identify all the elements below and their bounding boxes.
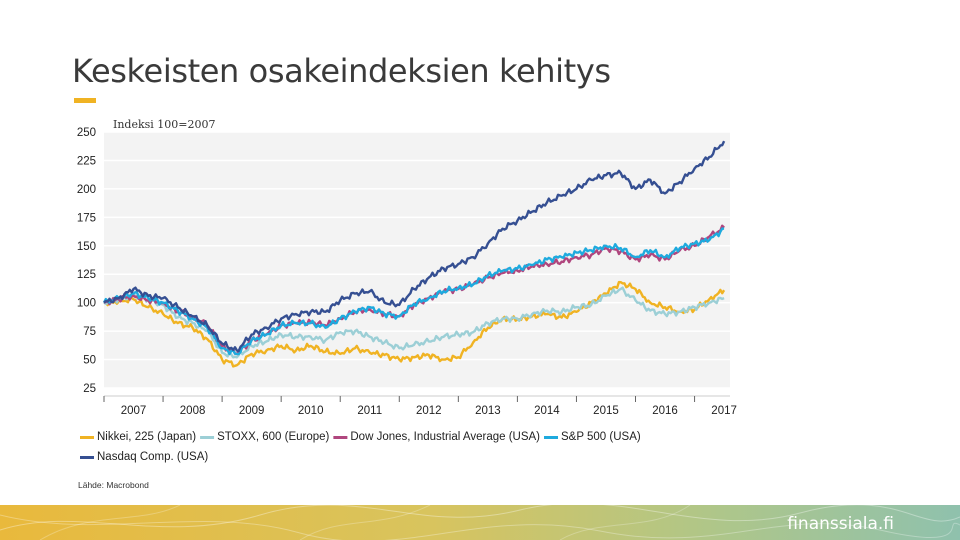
y-tick-label: 250 xyxy=(77,127,96,139)
plot-area-background xyxy=(104,132,730,388)
legend-swatch xyxy=(80,436,94,439)
legend-label: Nikkei, 225 (Japan) xyxy=(97,431,196,443)
x-tick-label: 2017 xyxy=(711,405,737,417)
y-tick-label: 75 xyxy=(83,326,96,338)
legend-swatch xyxy=(80,456,94,459)
x-tick-label: 2016 xyxy=(652,405,678,417)
index-note: Indeksi 100=2007 xyxy=(113,118,216,131)
legend-label: Nasdaq Comp. (USA) xyxy=(97,451,208,463)
x-tick-label: 2007 xyxy=(121,405,147,417)
source-label: Lähde: Macrobond xyxy=(78,480,149,490)
y-tick-label: 175 xyxy=(77,212,96,224)
legend-swatch xyxy=(200,436,215,439)
legend-label: STOXX, 600 (Europe) xyxy=(217,431,329,443)
legend-swatch xyxy=(544,436,559,439)
legend-label: S&P 500 (USA) xyxy=(561,431,641,443)
legend: Nikkei, 225 (Japan) STOXX, 600 (Europe) Do… xyxy=(80,431,641,463)
footer-decoration xyxy=(0,505,960,540)
footer-band xyxy=(0,505,960,540)
y-tick-label: 225 xyxy=(77,155,96,167)
title-accent-bar xyxy=(74,98,96,103)
y-tick-label: 25 xyxy=(83,383,96,395)
slide-title: Keskeisten osakeindeksien kehitys xyxy=(72,52,611,90)
series-lines xyxy=(102,140,726,368)
series-line xyxy=(103,140,726,353)
y-tick-label: 150 xyxy=(77,241,96,253)
x-tick-label: 2011 xyxy=(357,405,382,417)
x-axis: 2007 2008 2009 2010 2011 2012 2013 2014 2015 2016… xyxy=(103,395,737,417)
x-tick-label: 2012 xyxy=(416,405,442,417)
x-tick-label: 2013 xyxy=(475,405,501,417)
x-tick-label: 2010 xyxy=(298,405,324,417)
legend-label: Dow Jones, Industrial Average (USA) xyxy=(350,431,540,443)
x-tick-label: 2008 xyxy=(180,405,206,417)
footer-site-label: finanssiala.fi xyxy=(787,514,894,534)
y-tick-label: 50 xyxy=(83,355,96,367)
x-tick-label: 2014 xyxy=(534,405,560,417)
y-tick-label: 200 xyxy=(77,184,96,196)
y-tick-label: 100 xyxy=(77,298,96,310)
series-line xyxy=(103,280,726,368)
legend-swatch xyxy=(333,436,348,439)
y-axis-tick-labels: 250 225 200 175 150 125 100 75 50 25 xyxy=(77,127,96,395)
x-tick-label: 2015 xyxy=(593,405,619,417)
y-tick-label: 125 xyxy=(77,269,96,281)
x-tick-label: 2009 xyxy=(239,405,265,417)
